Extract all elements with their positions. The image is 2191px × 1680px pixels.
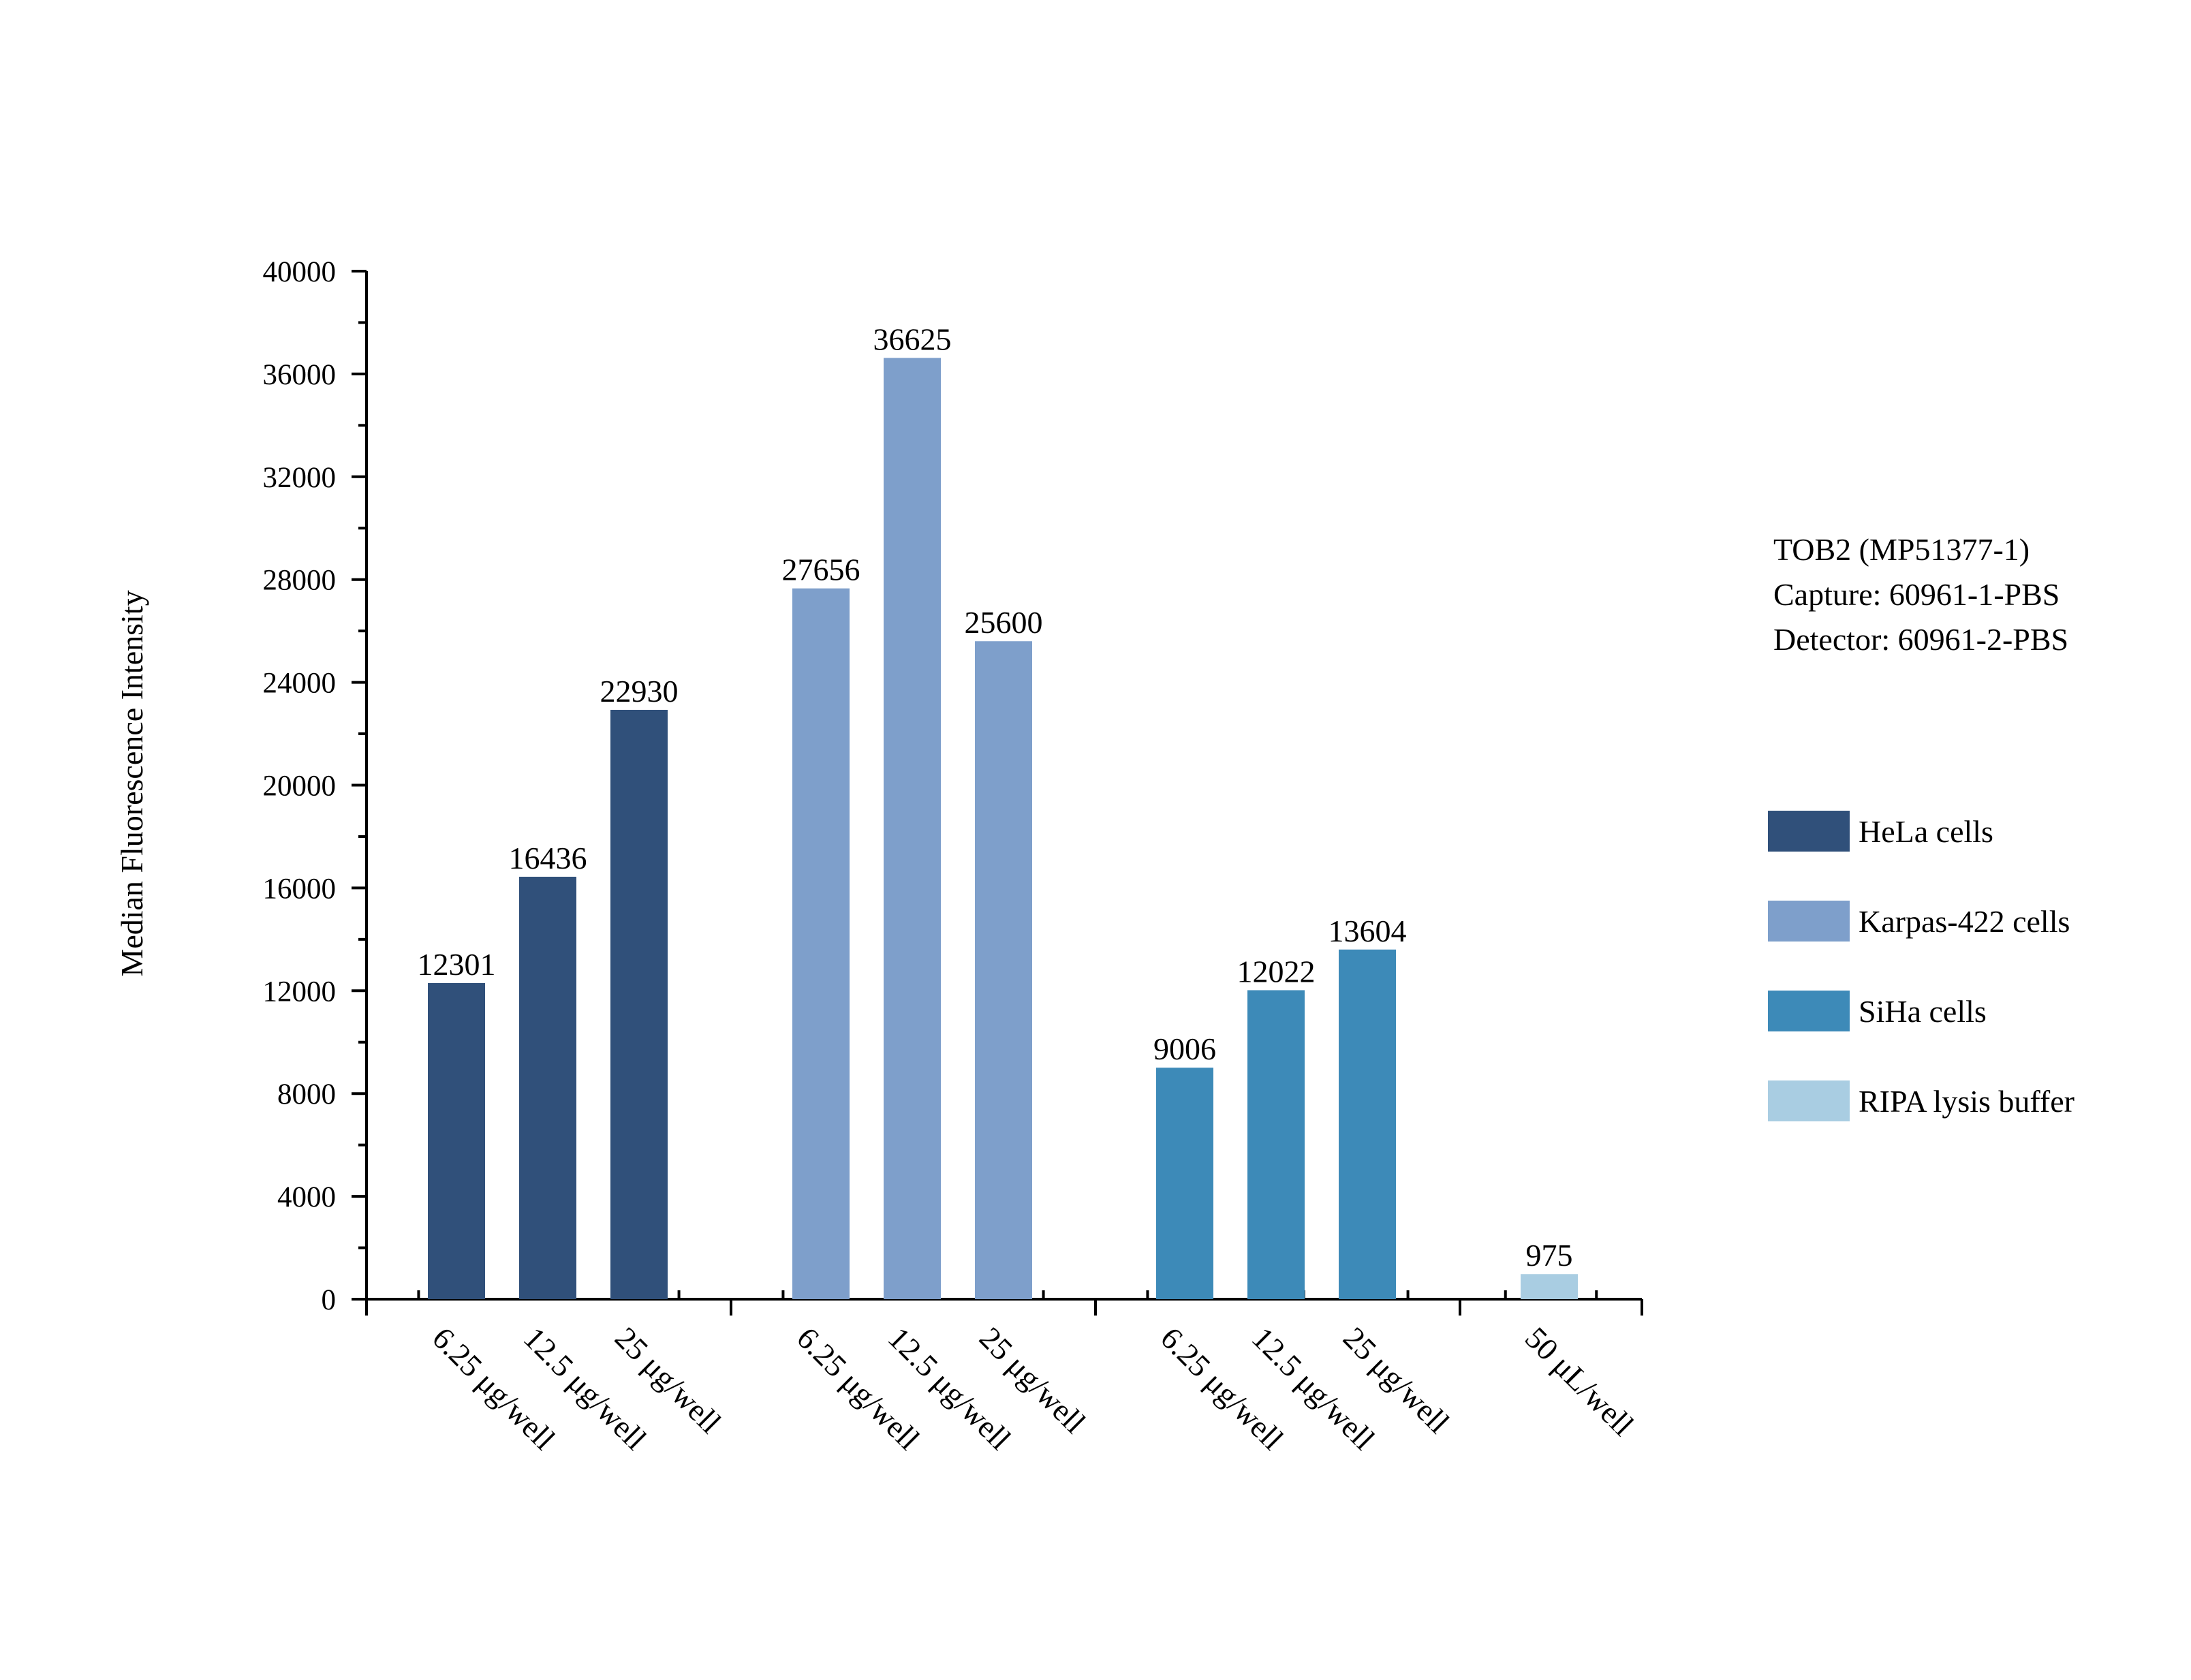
bar-value-label: 975 [1526,1238,1573,1273]
bar-value-label: 36625 [873,322,952,356]
bar-value-label: 27656 [782,553,860,587]
bar [428,982,485,1299]
bars [428,358,1578,1299]
legend-swatch [1768,1080,1850,1121]
y-tick-label: 8000 [277,1078,336,1110]
y-axis-title: Median Fluorescence Intensity [114,590,149,976]
bar [792,588,850,1299]
bar-value-label: 12301 [418,947,496,982]
bar [1247,990,1305,1299]
y-tick-label: 4000 [277,1181,336,1213]
bar-value-label: 12022 [1237,954,1316,989]
y-tick-label: 28000 [263,565,337,597]
legend-label: Karpas-422 cells [1859,904,2070,939]
legend-swatch [1768,811,1850,852]
bar-value-label: 9006 [1153,1031,1216,1066]
bar [1521,1274,1578,1299]
legend-label: SiHa cells [1859,994,1987,1029]
y-tick-label: 20000 [263,771,337,803]
bar [884,358,941,1299]
bar-value-label: 16436 [509,841,587,875]
bar-value-label: 22930 [600,674,679,709]
bar [975,641,1032,1299]
y-tick-label: 40000 [263,256,337,288]
info-line: TOB2 (MP51377-1) [1773,532,2030,567]
data-labels: 12301 16436 22930 27656 36625 25600 9006 12022 1… [418,322,1573,1273]
chart-info: TOB2 (MP51377-1) Capture: 60961-1-PBS Dete… [1773,532,2068,657]
axes: 0 4000 8000 12000 16000 20000 24000 28000 32000 3… [263,256,1643,1316]
y-tick-label: 16000 [263,873,337,905]
y-tick-label: 36000 [263,359,337,391]
bar-value-label: 25600 [965,605,1043,640]
bar [519,876,576,1299]
y-tick-label: 24000 [263,668,337,700]
category-label: 50 μL/well [1519,1320,1641,1442]
legend-swatch [1768,901,1850,942]
bar [610,709,668,1299]
legend-swatch [1768,991,1850,1031]
bar [1339,949,1396,1299]
bar-value-label: 13604 [1328,914,1407,948]
info-line: Capture: 60961-1-PBS [1773,577,2060,612]
legend-label: HeLa cells [1859,814,1993,849]
y-tick-label: 12000 [263,976,337,1008]
y-tick-label: 0 [322,1284,337,1316]
bar [1156,1068,1213,1299]
info-line: Detector: 60961-2-PBS [1773,622,2068,657]
legend-label: RIPA lysis buffer [1859,1084,2075,1119]
legend: HeLa cells Karpas-422 cells SiHa cells RIPA… [1768,811,2075,1121]
y-tick-label: 32000 [263,462,337,494]
